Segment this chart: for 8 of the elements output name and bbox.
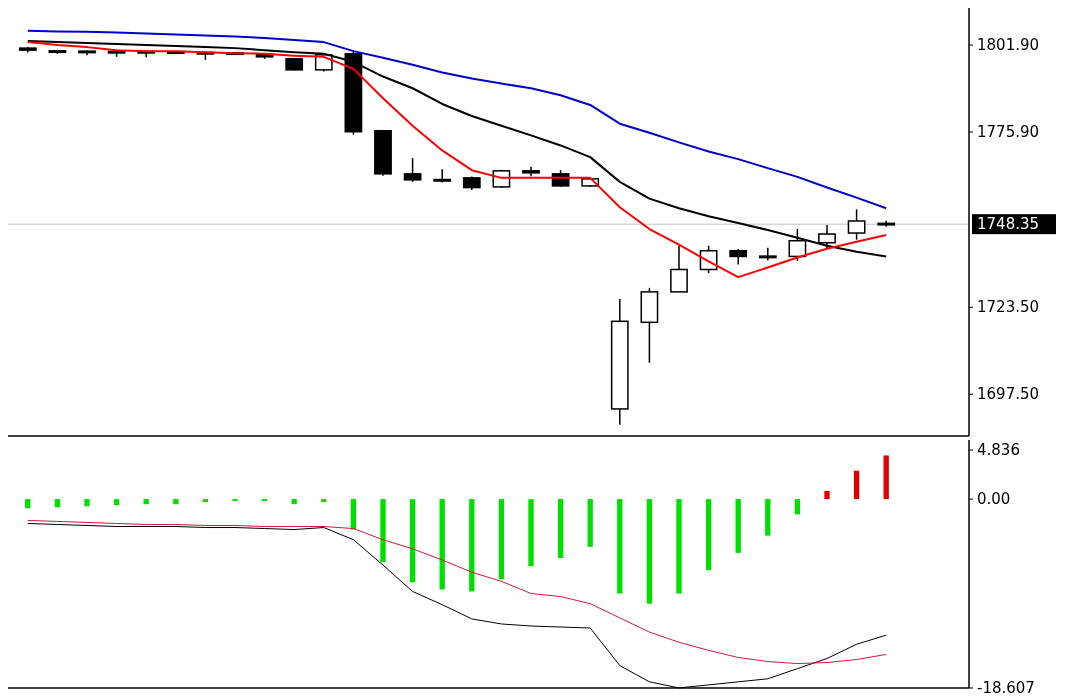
y-tick-label: 1723.50 [977, 297, 1040, 316]
y-tick-label: 1801.90 [977, 35, 1040, 54]
ref-line-label: 1748.35 [977, 214, 1040, 233]
y-tick-label: 1697.50 [977, 384, 1040, 403]
y-tick-label: 0.00 [977, 489, 1011, 508]
y-tick-label: -18.607 [977, 678, 1035, 697]
y-tick-label: 4.836 [977, 440, 1020, 459]
y-tick-label: 1775.90 [977, 122, 1040, 141]
